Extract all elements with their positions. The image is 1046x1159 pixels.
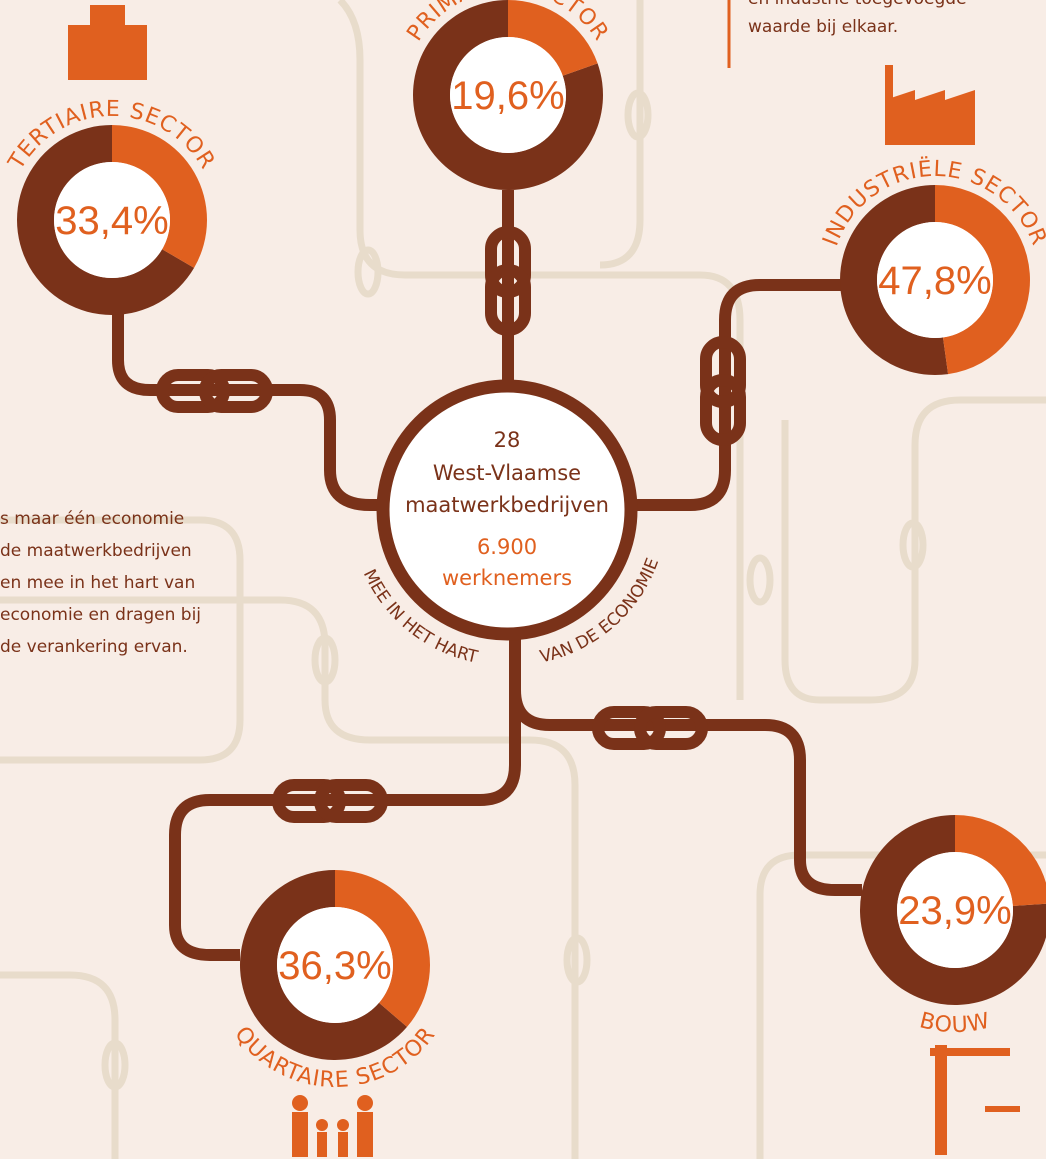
sector-donut: 19,6%PRIMAIRE SECTOR <box>402 0 613 190</box>
center-line: maatwerkbedrijven <box>405 493 609 517</box>
infographic: en industrie toegevoegde waarde bij elka… <box>0 0 1046 1159</box>
sector-value: 33,4% <box>55 199 168 243</box>
center-count: 28 <box>494 428 521 452</box>
sector-value: 36,3% <box>278 944 391 988</box>
center-line: West-Vlaamse <box>433 461 581 485</box>
body-text: de verankering ervan. <box>0 637 188 657</box>
center: 28 West-Vlaamse maatwerkbedrijven 6.900 … <box>357 386 664 668</box>
sector-donut: 36,3%QUARTAIRE SECTOR <box>213 870 457 1093</box>
sector-donut: 33,4%TERTIAIRE SECTOR <box>4 97 220 315</box>
body-text: s maar één economie <box>0 509 184 529</box>
sector-value: 47,8% <box>878 259 991 303</box>
sector-label: BOUW <box>917 1008 993 1038</box>
sector-value: 19,6% <box>451 74 564 118</box>
sector-donut: 47,8%INDUSTRIËLE SECTOR <box>818 156 1046 375</box>
center-employees: 6.900 <box>477 535 537 559</box>
intro-text: waarde bij elkaar. <box>748 17 898 37</box>
sector-value: 23,9% <box>898 889 1011 933</box>
body-text: en mee in het hart van <box>0 573 195 593</box>
body-text: economie en dragen bij <box>0 605 201 625</box>
intro-text: en industrie toegevoegde <box>748 0 967 9</box>
center-employees-label: werknemers <box>442 566 572 590</box>
sector-donut: 23,9% BOUW <box>833 815 1046 1038</box>
sector-label-text: BOUW <box>917 1008 993 1038</box>
body-text: de maatwerkbedrijven <box>0 541 192 561</box>
